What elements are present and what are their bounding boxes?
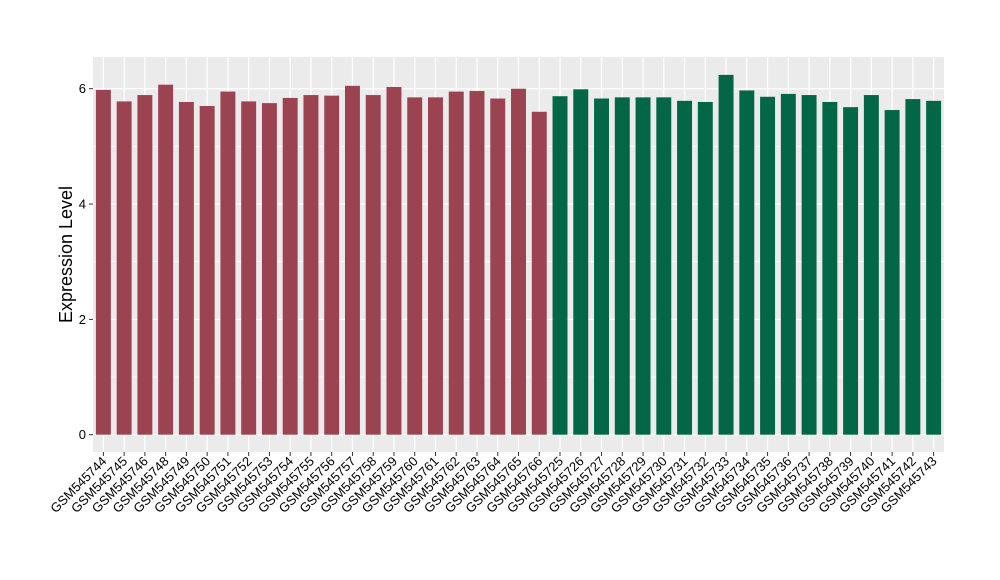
bar-GSM545741 — [884, 110, 900, 435]
bar-GSM545725 — [552, 96, 568, 435]
bar-GSM545754 — [282, 97, 298, 435]
bars — [95, 74, 942, 435]
y-axis-label: Expression Level — [56, 186, 76, 323]
bar-GSM545758 — [365, 95, 381, 435]
bar-GSM545733 — [718, 74, 734, 435]
x-axis: GSM545744GSM545745GSM545746GSM545748GSM5… — [47, 452, 940, 516]
bar-GSM545737 — [801, 95, 817, 435]
bar-GSM545764 — [490, 98, 506, 435]
bar-GSM545756 — [324, 95, 340, 435]
bar-GSM545760 — [407, 97, 423, 435]
bar-GSM545743 — [926, 100, 942, 435]
y-tick-label: 2 — [79, 312, 86, 327]
y-tick-label: 6 — [79, 81, 86, 96]
y-axis: 0 2 4 6 — [79, 81, 93, 442]
y-tick-label: 4 — [79, 197, 86, 212]
bar-GSM545750 — [199, 106, 215, 435]
bar-GSM545763 — [469, 91, 485, 435]
bar-GSM545749 — [178, 101, 194, 435]
bar-GSM545751 — [220, 91, 236, 435]
bar-GSM545735 — [760, 96, 776, 435]
bar-GSM545731 — [677, 100, 693, 435]
bar-GSM545761 — [428, 97, 443, 435]
bar-GSM545765 — [511, 88, 526, 435]
bar-GSM545739 — [843, 107, 859, 435]
bar-GSM545734 — [739, 90, 755, 435]
bar-GSM545753 — [261, 103, 277, 435]
bar-GSM545727 — [594, 98, 609, 435]
bar-GSM545745 — [116, 101, 132, 435]
bar-GSM545729 — [635, 97, 651, 435]
bar-GSM545728 — [614, 97, 630, 435]
bar-GSM545730 — [656, 97, 672, 435]
bar-GSM545759 — [386, 86, 402, 435]
bar-GSM545736 — [780, 93, 796, 435]
bar-GSM545766 — [531, 111, 547, 435]
bar-GSM545744 — [95, 89, 111, 435]
bar-GSM545732 — [697, 101, 713, 435]
bar-GSM545762 — [448, 91, 464, 435]
bar-GSM545748 — [158, 84, 174, 435]
bar-GSM545742 — [905, 99, 921, 435]
bar-GSM545746 — [137, 95, 153, 435]
bar-GSM545755 — [303, 95, 319, 435]
bar-GSM545726 — [573, 89, 589, 435]
bar-GSM545738 — [822, 101, 838, 435]
bar-GSM545752 — [241, 101, 257, 435]
bar-GSM545757 — [344, 85, 360, 435]
bar-GSM545740 — [863, 95, 879, 435]
y-tick-label: 0 — [79, 427, 86, 442]
